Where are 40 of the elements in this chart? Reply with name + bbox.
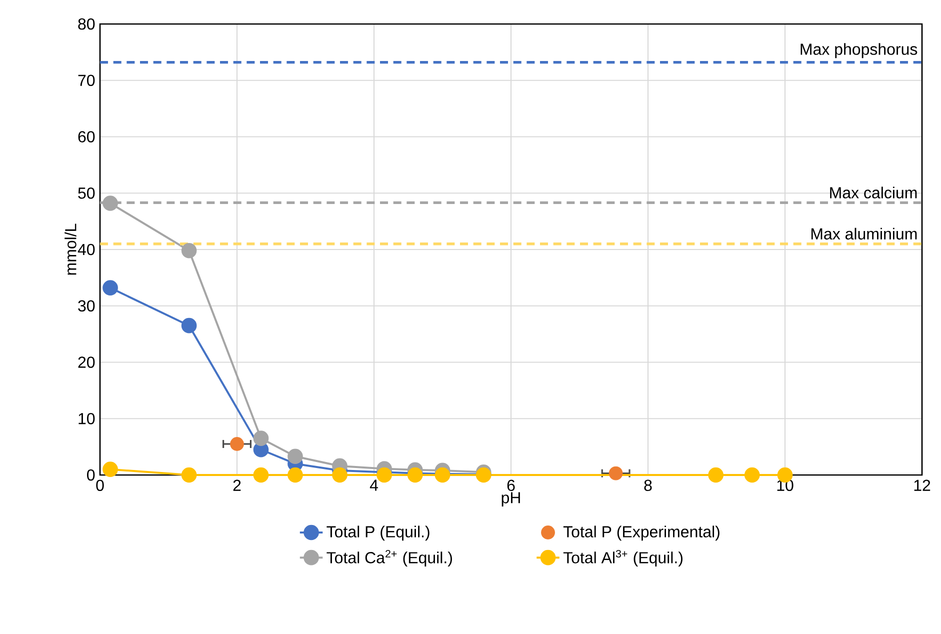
legend-label: Total P (Experimental) [563, 526, 720, 541]
y-tick-label: 80 [78, 18, 95, 30]
legend-label: Total Ca$^{2+}$ (Equil.) [326, 550, 452, 567]
y-tick-label: 30 [78, 300, 95, 312]
point [376, 467, 392, 483]
y-tick-label: 50 [78, 187, 95, 199]
x-tick-label: 12 [914, 480, 930, 491]
ref-line-label: Max aluminium [811, 228, 917, 240]
x-tick-label: 6 [507, 480, 515, 492]
ref-line-label: Max calcium [830, 186, 917, 198]
point [708, 467, 724, 483]
point [253, 467, 269, 483]
x-tick-label: 4 [370, 480, 378, 491]
y-tick-label: 10 [78, 412, 95, 424]
point [102, 196, 118, 211]
ref-line-label: Max phopshorus [800, 43, 918, 58]
x-tick-label: 0 [96, 480, 104, 492]
legend-label: Total Al$^{3+}$ (Equil.) [563, 550, 682, 567]
point [230, 437, 244, 451]
x-axis-title: pH [502, 492, 520, 507]
point [288, 467, 303, 483]
point [102, 462, 118, 478]
y-axis-title: mmol/L [64, 224, 76, 275]
point [744, 467, 760, 483]
point [332, 467, 348, 483]
point [181, 242, 197, 258]
point [608, 466, 623, 480]
y-tick-label: 20 [78, 356, 95, 368]
point [253, 430, 269, 446]
legend-label: Total P (Equil.) [326, 526, 430, 541]
point [102, 280, 118, 296]
x-tick-label: 2 [233, 480, 241, 491]
x-tick-label: 8 [644, 480, 652, 492]
point [288, 448, 303, 464]
y-tick-label: 0 [87, 469, 95, 481]
y-tick-label: 70 [78, 74, 95, 86]
point [181, 318, 197, 334]
y-tick-label: 60 [78, 131, 95, 142]
y-tick-label: 40 [78, 244, 95, 256]
point [181, 467, 197, 483]
